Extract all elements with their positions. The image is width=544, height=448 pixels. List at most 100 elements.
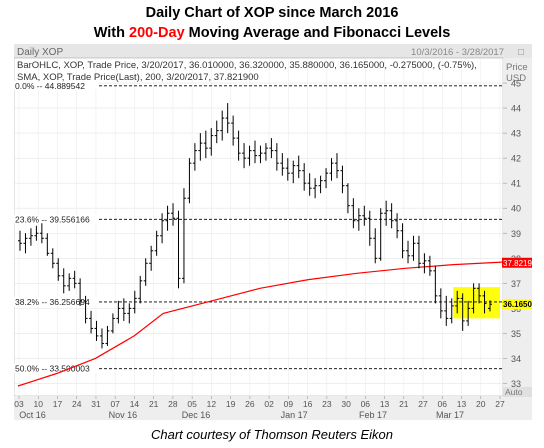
ohlc-info-line: BarOHLC, XOP, Trade Price, 3/20/2017, 36… bbox=[17, 60, 477, 71]
ohlc-bar bbox=[449, 298, 454, 324]
x-tick-label: 06 bbox=[438, 399, 448, 409]
ohlc-bar bbox=[307, 173, 312, 196]
chart-credit: Chart courtesy of Thomson Reuters Eikon bbox=[150, 427, 394, 442]
ohlc-bar bbox=[105, 325, 110, 346]
y-tick-label: 37 bbox=[511, 279, 521, 289]
ohlc-chart: Daily XOP 10/3/2016 - 3/28/2017 □ 0.0% -… bbox=[13, 44, 541, 420]
chart-frame: Daily XOP 10/3/2016 - 3/28/2017 □ 0.0% -… bbox=[13, 44, 541, 420]
x-tick-label: 21 bbox=[399, 399, 409, 409]
x-tick-label: 12 bbox=[207, 399, 217, 409]
ohlc-bar bbox=[471, 283, 476, 314]
ohlc-bar bbox=[466, 300, 471, 326]
ohlc-bar bbox=[263, 143, 268, 161]
ohlc-bar bbox=[384, 200, 389, 226]
ohlc-bar bbox=[313, 178, 318, 199]
y-tick-label: 42 bbox=[511, 154, 521, 164]
ohlc-bar bbox=[23, 233, 28, 254]
y-tick-label: 45 bbox=[511, 79, 521, 89]
y-tick-label: 41 bbox=[511, 179, 521, 189]
grid-lines bbox=[14, 58, 503, 396]
highlight-layer bbox=[453, 287, 500, 319]
y-tick-label: 33 bbox=[511, 379, 521, 389]
ohlc-bar bbox=[89, 310, 94, 334]
y-tick-label: 40 bbox=[511, 204, 521, 214]
x-month-label: Dec 16 bbox=[182, 410, 211, 420]
ohlc-bar bbox=[247, 145, 252, 166]
expand-icon[interactable]: □ bbox=[518, 47, 524, 58]
ohlc-bar bbox=[324, 168, 329, 189]
ohlc-bars bbox=[18, 103, 492, 349]
ohlc-bar bbox=[231, 115, 236, 146]
fib-label-bg bbox=[14, 363, 98, 373]
x-tick-label: 31 bbox=[91, 399, 101, 409]
x-month-label: Oct 16 bbox=[19, 410, 46, 420]
x-tick-label: 26 bbox=[245, 399, 255, 409]
ohlc-bar bbox=[83, 295, 88, 324]
x-tick-label: 19 bbox=[226, 399, 236, 409]
price-axis-label: Price bbox=[506, 62, 528, 73]
ohlc-bar bbox=[438, 288, 443, 319]
ohlc-bar bbox=[94, 320, 99, 341]
plot-area bbox=[13, 57, 504, 397]
ohlc-bar bbox=[165, 205, 170, 231]
y-tick-label: 43 bbox=[511, 129, 521, 139]
ohlc-bar bbox=[121, 298, 126, 321]
auto-scale-label: Auto bbox=[505, 387, 523, 397]
y-tick-label: 39 bbox=[511, 229, 521, 239]
fib-level-label: 50.0% -- 33.590003 bbox=[15, 364, 90, 374]
ohlc-bar bbox=[253, 140, 257, 164]
ohlc-bar bbox=[291, 160, 296, 184]
subtitle-suffix: Moving Average and Fibonacci Levels bbox=[184, 25, 451, 41]
ohlc-bar bbox=[373, 228, 378, 264]
ohlc-bar bbox=[296, 155, 301, 179]
ohlc-bar bbox=[482, 290, 487, 314]
chart-subtitle: With 200-Day Moving Average and Fibonacc… bbox=[0, 25, 544, 41]
x-tick-label: 13 bbox=[380, 399, 390, 409]
subtitle-highlight: 200-Day bbox=[129, 25, 185, 41]
auto-scale-button[interactable] bbox=[503, 387, 532, 397]
ohlc-bar bbox=[214, 120, 219, 144]
ohlc-bar bbox=[34, 225, 39, 241]
x-month-label: Mar 17 bbox=[436, 410, 464, 420]
y-axis: 3334353637383940414243444537.82190036.16… bbox=[502, 79, 541, 389]
ohlc-bar bbox=[187, 158, 192, 204]
ohlc-bar bbox=[143, 258, 148, 286]
x-month-label: Feb 17 bbox=[359, 410, 387, 420]
ohlc-bar bbox=[110, 313, 115, 334]
ohlc-bar bbox=[477, 283, 482, 304]
ohlc-bar bbox=[78, 278, 83, 306]
ohlc-bar bbox=[334, 153, 339, 179]
ohlc-bar bbox=[340, 165, 345, 194]
x-tick-label: 23 bbox=[322, 399, 332, 409]
ohlc-bar bbox=[209, 128, 214, 156]
ohlc-bar bbox=[203, 130, 208, 159]
x-tick-label: 16 bbox=[303, 399, 313, 409]
ohlc-bar bbox=[149, 245, 154, 271]
ohlc-bar bbox=[67, 273, 72, 291]
ohlc-bar bbox=[116, 300, 121, 324]
ohlc-bar bbox=[138, 275, 143, 304]
fibonacci-levels: 0.0% -- 44.889542 23.6% -- 39.556166 38.2%… bbox=[14, 80, 503, 374]
ohlc-bar bbox=[455, 290, 460, 314]
ohlc-bar bbox=[378, 208, 383, 261]
ohlc-bar bbox=[411, 235, 416, 261]
ohlc-bar bbox=[225, 103, 230, 134]
x-tick-label: 06 bbox=[361, 399, 371, 409]
ohlc-bar bbox=[176, 210, 181, 289]
x-tick-label: 13 bbox=[457, 399, 467, 409]
ohlc-bar bbox=[72, 270, 77, 289]
ohlc-bar bbox=[427, 255, 432, 276]
ohlc-bar bbox=[99, 328, 104, 349]
ohlc-bar bbox=[460, 293, 465, 331]
fib-label-bg bbox=[14, 214, 98, 224]
subtitle-prefix: With bbox=[93, 25, 130, 41]
sma-info-line: SMA, XOP, Trade Price(Last), 200, 3/20/2… bbox=[17, 72, 259, 83]
ohlc-bar bbox=[160, 213, 165, 244]
last-price-label: 36.165000 bbox=[503, 300, 532, 309]
x-tick-label: 27 bbox=[495, 399, 505, 409]
ohlc-bar bbox=[356, 208, 361, 231]
currency-axis-label: USD bbox=[506, 73, 526, 84]
ohlc-bar bbox=[433, 265, 438, 304]
x-tick-label: 30 bbox=[341, 399, 351, 409]
ohlc-bar bbox=[50, 248, 55, 269]
